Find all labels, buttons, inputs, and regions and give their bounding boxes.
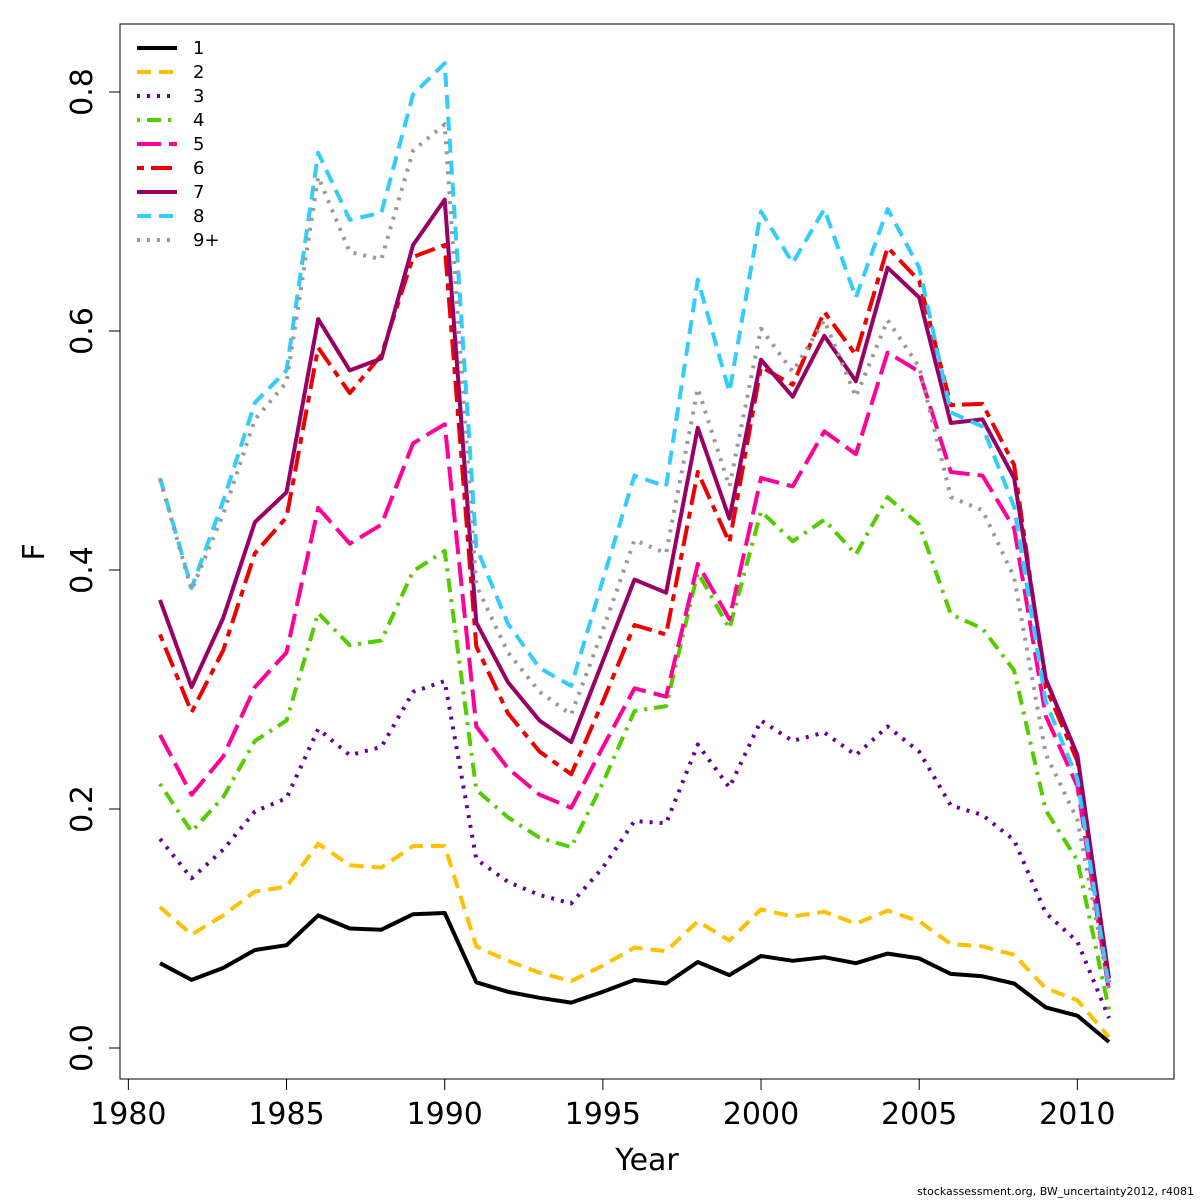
series-line-3 bbox=[158, 679, 1111, 1019]
y-tick-label: 0.6 bbox=[65, 307, 100, 355]
legend-label: 5 bbox=[193, 134, 204, 155]
legend-label: 8 bbox=[193, 206, 204, 227]
plot-frame bbox=[119, 23, 1175, 1080]
series-line-6 bbox=[158, 243, 1111, 983]
x-axis-title: Year bbox=[614, 1143, 679, 1178]
series-line-4 bbox=[158, 495, 1111, 1011]
legend: 1 2 3 4 5 6 7 8 9+ bbox=[137, 38, 220, 251]
legend-label: 9+ bbox=[193, 230, 220, 251]
x-tick-label: 2010 bbox=[1039, 1097, 1115, 1132]
x-axis: 1980 1985 1990 1995 2000 2005 2010 bbox=[90, 1078, 1116, 1132]
y-axis: 0.0 0.2 0.4 0.6 0.8 bbox=[65, 68, 121, 1072]
x-tick-label: 1990 bbox=[407, 1097, 483, 1132]
x-tick-label: 2000 bbox=[723, 1097, 799, 1132]
y-tick-label: 0.2 bbox=[65, 785, 100, 833]
series-line-7 bbox=[158, 197, 1111, 979]
x-tick-label: 1980 bbox=[90, 1097, 166, 1132]
legend-label: 1 bbox=[193, 38, 204, 59]
y-tick-label: 0.8 bbox=[65, 68, 100, 116]
legend-label: 2 bbox=[193, 62, 204, 83]
x-tick-label: 1985 bbox=[248, 1097, 324, 1132]
series-layer bbox=[158, 61, 1111, 1044]
series-line-9plus bbox=[158, 122, 1111, 989]
legend-label: 7 bbox=[193, 182, 204, 203]
y-tick-label: 0.0 bbox=[65, 1024, 100, 1072]
legend-label: 6 bbox=[193, 158, 204, 179]
x-tick-label: 2005 bbox=[881, 1097, 957, 1132]
y-tick-label: 0.4 bbox=[65, 546, 100, 594]
series-line-8 bbox=[158, 61, 1111, 989]
series-line-5 bbox=[158, 350, 1111, 993]
legend-label: 3 bbox=[193, 86, 204, 107]
y-axis-title: F bbox=[17, 543, 52, 560]
series-line-1 bbox=[159, 911, 1111, 1044]
credit-text: stockassessment.org, BW_uncertainty2012,… bbox=[917, 1185, 1194, 1198]
x-tick-label: 1995 bbox=[565, 1097, 641, 1132]
series-line-2 bbox=[158, 841, 1111, 1039]
legend-label: 4 bbox=[193, 110, 204, 131]
